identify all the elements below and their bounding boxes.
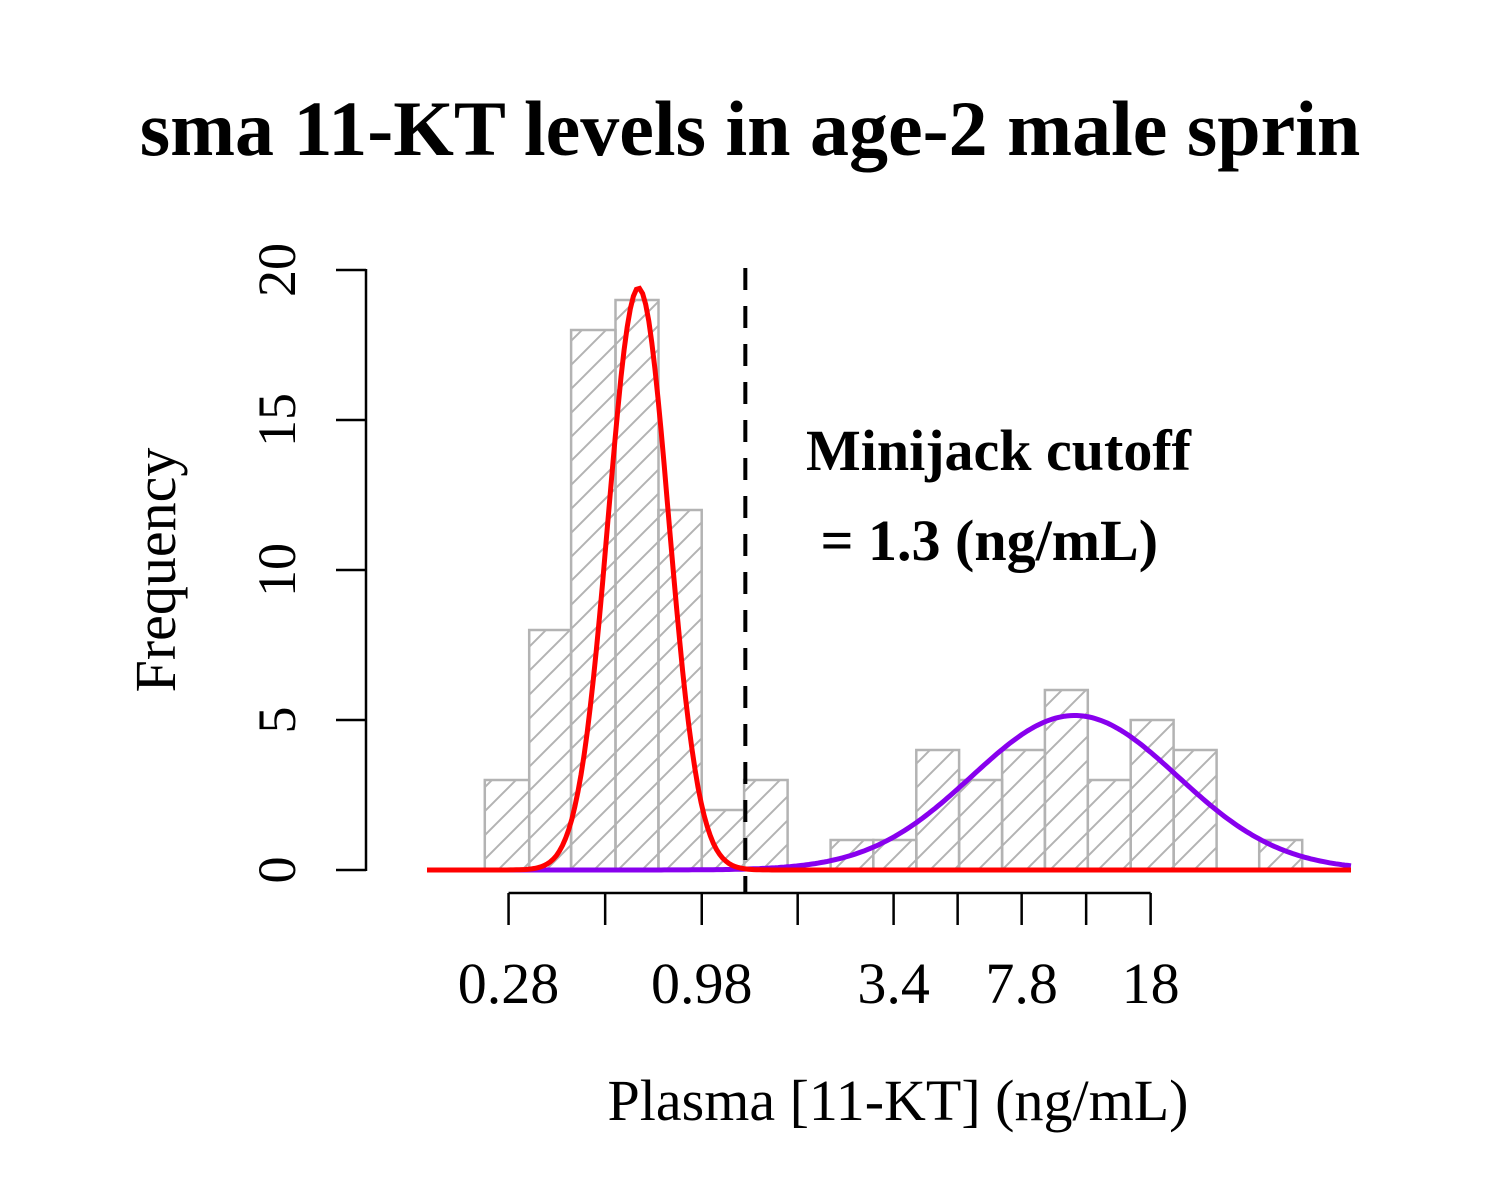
histogram-bar <box>1086 778 1132 872</box>
y-axis: 0 5 10 15 20 <box>247 243 368 884</box>
histogram-bar <box>1172 748 1218 872</box>
histogram-bar <box>915 748 961 872</box>
y-axis-label: Frequency <box>123 448 188 693</box>
histogram-bar <box>483 778 531 872</box>
histogram-bar <box>957 778 1004 872</box>
density-curve <box>427 285 1351 873</box>
y-tick-label: 0 <box>247 857 307 884</box>
density-curves <box>427 285 1352 873</box>
x-tick-label: 0.98 <box>651 951 753 1016</box>
histogram-bar <box>742 778 789 872</box>
y-tick-label: 5 <box>247 707 307 734</box>
x-axis-label: Plasma [11-KT] (ng/mL) <box>608 1068 1189 1133</box>
y-tick-label: 15 <box>247 393 307 447</box>
histogram-bar <box>657 508 703 872</box>
density-curve <box>427 713 1352 873</box>
x-tick-label: 7.8 <box>985 951 1058 1016</box>
x-axis: 0.28 0.98 3.4 7.8 18 <box>458 891 1180 1016</box>
x-tick-label: 3.4 <box>857 951 930 1016</box>
cutoff-annotation-line1: Minijack cutoff <box>806 418 1192 483</box>
y-tick-label: 20 <box>247 243 307 297</box>
histogram-bar <box>527 628 573 872</box>
histogram-bar <box>1000 748 1047 872</box>
chart-title: sma 11-KT levels in age-2 male sprin <box>140 85 1361 172</box>
x-tick-label: 0.28 <box>458 951 560 1016</box>
cutoff-annotation-line2: = 1.3 (ng/mL) <box>806 508 1158 573</box>
y-tick-label: 10 <box>247 543 307 597</box>
x-tick-label: 18 <box>1122 951 1180 1016</box>
histogram-bars <box>483 298 1304 872</box>
